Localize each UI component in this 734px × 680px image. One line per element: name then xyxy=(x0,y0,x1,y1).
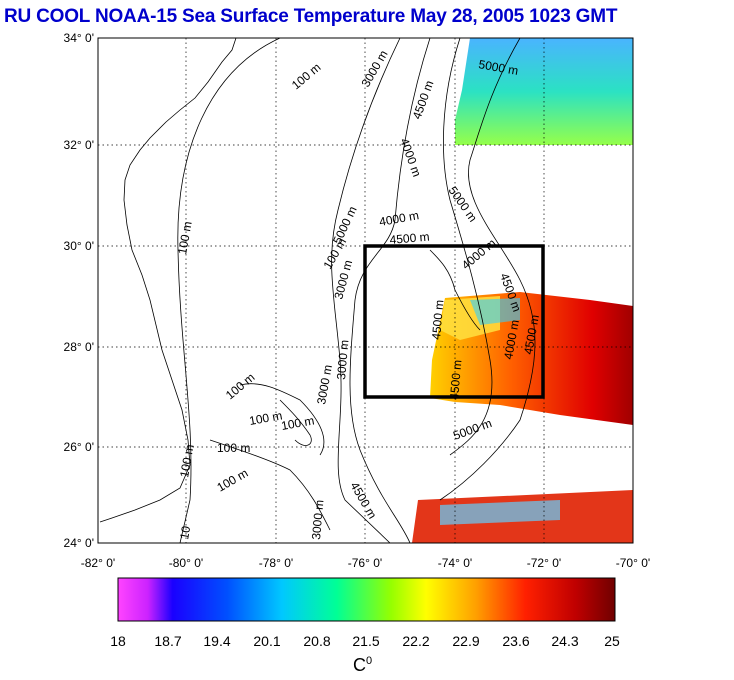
lon-label: -80° 0' xyxy=(169,556,203,570)
colorbar-tick: 24.3 xyxy=(551,633,579,649)
map-title: RU COOL NOAA-15 Sea Surface Temperature … xyxy=(4,6,618,27)
map-frame xyxy=(97,37,634,544)
lat-label: 32° 0' xyxy=(64,138,94,152)
colorbar-tick: 19.4 xyxy=(203,633,231,649)
lat-label: 24° 0' xyxy=(64,536,94,550)
unit-letter: C xyxy=(353,655,366,675)
contour-label: 100 m xyxy=(215,466,251,495)
colorbar-unit: C0 xyxy=(353,655,372,676)
colorbar-tick: 22.9 xyxy=(452,633,480,649)
lon-label: -76° 0' xyxy=(348,556,382,570)
longitude-labels: -82° 0' -80° 0' -78° 0' -76° 0' -74° 0' … xyxy=(81,556,650,570)
contour-label: 4500 m xyxy=(410,79,437,121)
contour-label: 100 m xyxy=(223,370,258,402)
lat-label: 34° 0' xyxy=(64,31,94,45)
lat-label: 28° 0' xyxy=(64,340,94,354)
colorbar-tick: 20.1 xyxy=(253,633,281,649)
contour-label: 4500 m xyxy=(347,480,379,522)
contour-label: 100 m xyxy=(289,60,324,92)
colorbar-tick: 21.5 xyxy=(352,633,380,649)
contour-label: 4000 m xyxy=(459,236,499,272)
contour-label: 100 m xyxy=(177,443,197,478)
unit-superscript: 0 xyxy=(366,655,373,667)
colorbar-tick: 25 xyxy=(604,633,620,649)
colorbar-tick: 18.7 xyxy=(154,633,182,649)
contour-label: 3000 m xyxy=(309,499,326,540)
sst-swath xyxy=(412,38,633,543)
contour-label: 5000 m xyxy=(451,416,493,443)
colorbar-tick: 20.8 xyxy=(303,633,331,649)
contour-label: 5000 m xyxy=(477,57,519,78)
contour-label: 4000 m xyxy=(397,136,424,178)
contour-label: 4000 m xyxy=(501,319,522,361)
study-region-box xyxy=(363,244,545,399)
lon-label: -70° 0' xyxy=(616,556,650,570)
contour-label: 10 xyxy=(177,525,193,541)
lon-label: -72° 0' xyxy=(527,556,561,570)
colorbar-tick: 22.2 xyxy=(402,633,430,649)
lon-label: -74° 0' xyxy=(438,556,472,570)
contour-label: 100 m xyxy=(280,413,315,433)
contour-label: 4000 m xyxy=(378,208,420,229)
bathymetry-contours xyxy=(99,38,536,543)
contour-label: 5000 m xyxy=(446,184,480,225)
latitude-labels: 34° 0' 32° 0' 30° 0' 28° 0' 26° 0' 24° 0… xyxy=(64,31,94,550)
contour-label: 3000 m xyxy=(314,364,335,406)
contour-label: 100 m xyxy=(248,408,283,428)
contour-label: 100 m xyxy=(175,220,195,255)
lon-label: -82° 0' xyxy=(81,556,115,570)
lat-label: 30° 0' xyxy=(64,239,94,253)
colorbar xyxy=(117,577,616,622)
contour-label: 4500 m xyxy=(389,230,430,247)
lon-label: -78° 0' xyxy=(259,556,293,570)
lat-label: 26° 0' xyxy=(64,440,94,454)
contour-label: 100 m xyxy=(217,441,250,455)
contour-label: 3000 m xyxy=(334,339,351,380)
contour-label: 4500 m xyxy=(429,299,446,340)
contour-label: 4500 m xyxy=(521,314,542,356)
colorbar-tick: 18 xyxy=(110,633,126,649)
contour-label: 4500 m xyxy=(447,359,464,400)
colorbar-tick: 23.6 xyxy=(502,633,530,649)
